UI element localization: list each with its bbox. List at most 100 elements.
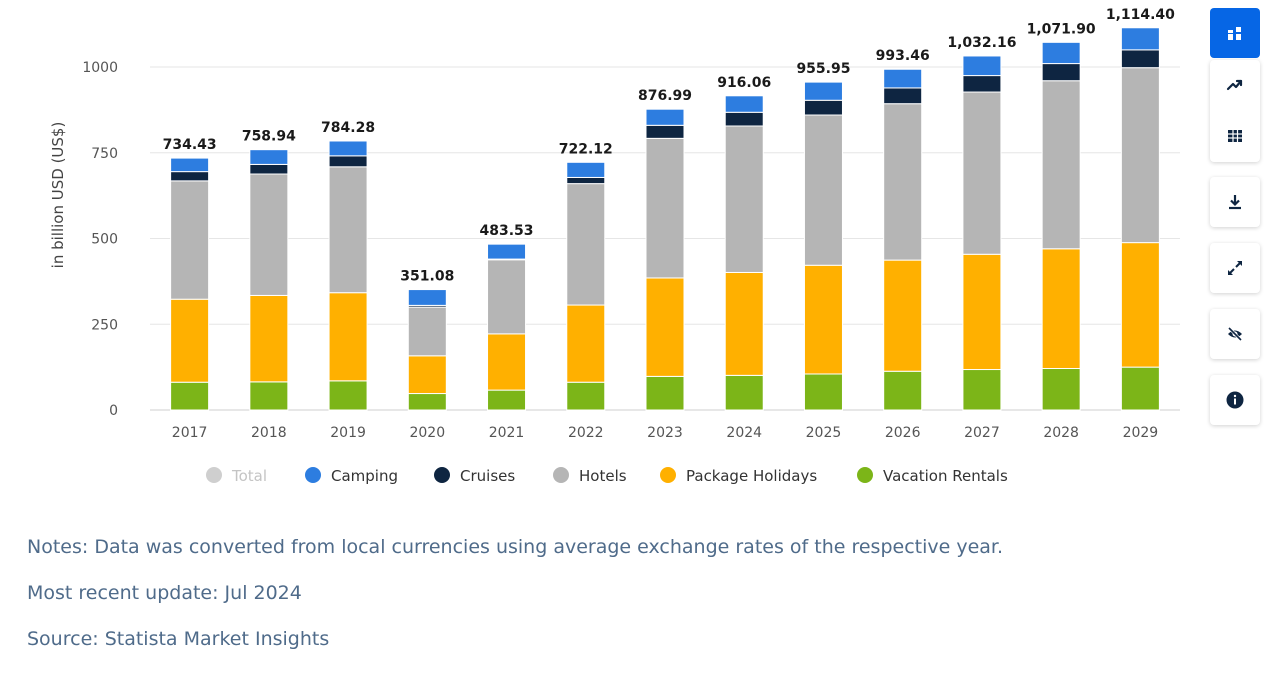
bar-segment-cruises[interactable] — [1120, 49, 1160, 69]
table-view-button[interactable] — [1210, 111, 1260, 161]
bars — [170, 27, 1160, 411]
legend-item-vacation-rentals[interactable]: Vacation Rentals — [857, 467, 1008, 485]
total-data-label: 784.28 — [321, 120, 375, 136]
bar-segment-camping[interactable] — [1041, 41, 1081, 65]
bar-segment-camping[interactable] — [170, 157, 210, 173]
legend-item-cruises[interactable]: Cruises — [434, 467, 515, 485]
legend-marker — [857, 467, 873, 483]
bar-segment-camping[interactable] — [803, 81, 843, 101]
bar-segment-camping[interactable] — [566, 161, 606, 178]
bar-segment-cruises[interactable] — [803, 99, 843, 116]
bar-segment-package-holidays[interactable] — [1041, 248, 1081, 369]
bar-segment-cruises[interactable] — [645, 124, 685, 139]
bar-segment-hotels[interactable] — [803, 114, 843, 266]
total-data-label: 758.94 — [242, 129, 296, 145]
bar-segment-cruises[interactable] — [962, 75, 1002, 93]
bar-segment-hotels[interactable] — [1120, 67, 1160, 244]
bar-segment-cruises[interactable] — [170, 171, 210, 182]
legend-item-camping[interactable]: Camping — [305, 467, 398, 485]
bar-segment-camping[interactable] — [883, 68, 923, 89]
legend-item-hotels[interactable]: Hotels — [553, 467, 627, 485]
x-tick-label: 2020 — [409, 425, 445, 441]
x-tick-label: 2024 — [726, 425, 762, 441]
y-tick-label: 500 — [91, 232, 118, 248]
bar-segment-vacation-rentals[interactable] — [724, 374, 764, 411]
bar-segment-cruises[interactable] — [724, 111, 764, 127]
bar-segment-vacation-rentals[interactable] — [407, 393, 447, 411]
bar-segment-cruises[interactable] — [566, 176, 606, 185]
total-data-label: 1,032.16 — [947, 35, 1016, 51]
bar-segment-vacation-rentals[interactable] — [645, 375, 685, 411]
legend-marker — [305, 467, 321, 483]
x-tick-label: 2027 — [964, 425, 1000, 441]
bar-segment-hotels[interactable] — [962, 91, 1002, 255]
bar-segment-camping[interactable] — [407, 289, 447, 306]
table-grid-icon — [1228, 130, 1242, 142]
bar-segment-hotels[interactable] — [566, 183, 606, 306]
stacked-bar-chart-button[interactable] — [1210, 8, 1260, 58]
bar-segment-vacation-rentals[interactable] — [962, 369, 1002, 411]
legend-marker — [553, 467, 569, 483]
legend-item-total[interactable]: Total — [206, 467, 267, 485]
bar-segment-cruises[interactable] — [883, 87, 923, 105]
y-tick-label: 0 — [109, 403, 118, 419]
bar-segment-cruises[interactable] — [1041, 63, 1081, 82]
bar-segment-cruises[interactable] — [249, 163, 289, 175]
bar-segment-vacation-rentals[interactable] — [328, 380, 368, 411]
bar-segment-package-holidays[interactable] — [645, 277, 685, 377]
bar-segment-vacation-rentals[interactable] — [170, 381, 210, 411]
bar-segment-package-holidays[interactable] — [487, 333, 527, 391]
info-button[interactable] — [1210, 375, 1260, 425]
legend-item-package-holidays[interactable]: Package Holidays — [660, 467, 817, 485]
bar-segment-package-holidays[interactable] — [249, 294, 289, 383]
bar-segment-package-holidays[interactable] — [566, 304, 606, 383]
fullscreen-button[interactable] — [1210, 243, 1260, 293]
bar-segment-vacation-rentals[interactable] — [883, 370, 923, 411]
trend-line-button[interactable] — [1210, 60, 1260, 110]
bar-segment-hotels[interactable] — [170, 180, 210, 300]
bar-segment-hotels[interactable] — [487, 259, 527, 335]
bar-segment-vacation-rentals[interactable] — [803, 373, 843, 411]
bar-segment-hotels[interactable] — [645, 137, 685, 279]
bar-segment-camping[interactable] — [328, 140, 368, 157]
bar-segment-vacation-rentals[interactable] — [1120, 366, 1160, 411]
bar-segment-package-holidays[interactable] — [883, 259, 923, 372]
download-button[interactable] — [1210, 177, 1260, 227]
info-icon — [1226, 391, 1244, 409]
bar-segment-cruises[interactable] — [328, 155, 368, 168]
y-tick-label: 250 — [91, 317, 118, 333]
bar-segment-camping[interactable] — [487, 243, 527, 260]
bar-segment-hotels[interactable] — [407, 306, 447, 357]
fullscreen-icon — [1228, 261, 1242, 275]
bar-segment-hotels[interactable] — [883, 103, 923, 261]
bar-segment-camping[interactable] — [962, 55, 1002, 77]
total-data-label: 955.95 — [796, 61, 850, 77]
bar-segment-package-holidays[interactable] — [724, 271, 764, 376]
bar-segment-vacation-rentals[interactable] — [249, 381, 289, 411]
bar-segment-vacation-rentals[interactable] — [1041, 367, 1081, 411]
bar-segment-hotels[interactable] — [328, 166, 368, 294]
bar-segment-hotels[interactable] — [1041, 80, 1081, 250]
x-tick-label: 2018 — [251, 425, 287, 441]
bar-segment-package-holidays[interactable] — [170, 298, 210, 383]
bar-segment-package-holidays[interactable] — [962, 253, 1002, 371]
bar-segment-package-holidays[interactable] — [328, 292, 368, 382]
bar-segment-camping[interactable] — [724, 95, 764, 113]
total-data-label: 993.46 — [876, 48, 930, 64]
bar-segment-vacation-rentals[interactable] — [566, 381, 606, 411]
bar-segment-camping[interactable] — [249, 149, 289, 165]
bar-segment-hotels[interactable] — [724, 125, 764, 273]
bar-segment-camping[interactable] — [1120, 27, 1160, 51]
bar-segment-hotels[interactable] — [249, 173, 289, 296]
bar-segment-package-holidays[interactable] — [1120, 242, 1160, 368]
hide-button[interactable] — [1210, 309, 1260, 359]
legend-label: Vacation Rentals — [883, 467, 1008, 485]
bar-segment-package-holidays[interactable] — [407, 355, 447, 395]
bar-segment-vacation-rentals[interactable] — [487, 389, 527, 411]
bar-segment-camping[interactable] — [645, 108, 685, 126]
x-tick-label: 2017 — [172, 425, 208, 441]
bar-segment-package-holidays[interactable] — [803, 264, 843, 375]
legend-marker — [434, 467, 450, 483]
